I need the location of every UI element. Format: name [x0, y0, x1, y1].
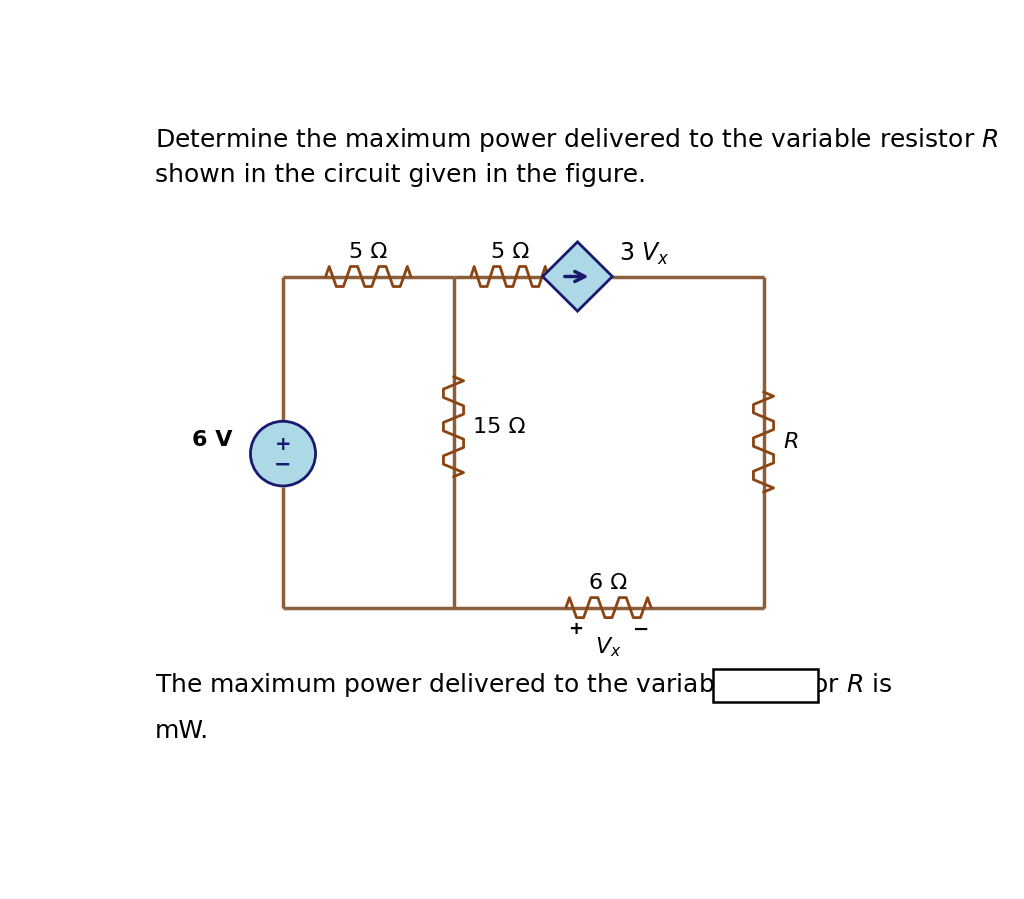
Text: mW.: mW.: [155, 719, 209, 743]
Text: −: −: [633, 619, 649, 638]
Text: $R$: $R$: [783, 432, 799, 452]
Text: 6 Ω: 6 Ω: [590, 573, 628, 593]
Text: 15 Ω: 15 Ω: [473, 416, 525, 437]
Text: shown in the circuit given in the figure.: shown in the circuit given in the figure…: [155, 164, 646, 187]
Text: Determine the maximum power delivered to the variable resistor $R$: Determine the maximum power delivered to…: [155, 127, 998, 155]
Circle shape: [251, 422, 315, 486]
Polygon shape: [543, 242, 612, 311]
Text: 6 V: 6 V: [193, 430, 232, 450]
Text: $V_x$: $V_x$: [595, 636, 622, 660]
Text: The maximum power delivered to the variable resistor $R$ is: The maximum power delivered to the varia…: [155, 671, 893, 699]
Text: 3 $V_x$: 3 $V_x$: [618, 240, 669, 266]
Text: −: −: [274, 454, 292, 475]
FancyBboxPatch shape: [713, 669, 818, 701]
Text: +: +: [274, 435, 291, 454]
Text: +: +: [568, 620, 584, 638]
Text: 5 Ω: 5 Ω: [349, 242, 387, 262]
Text: 5 Ω: 5 Ω: [490, 242, 528, 262]
